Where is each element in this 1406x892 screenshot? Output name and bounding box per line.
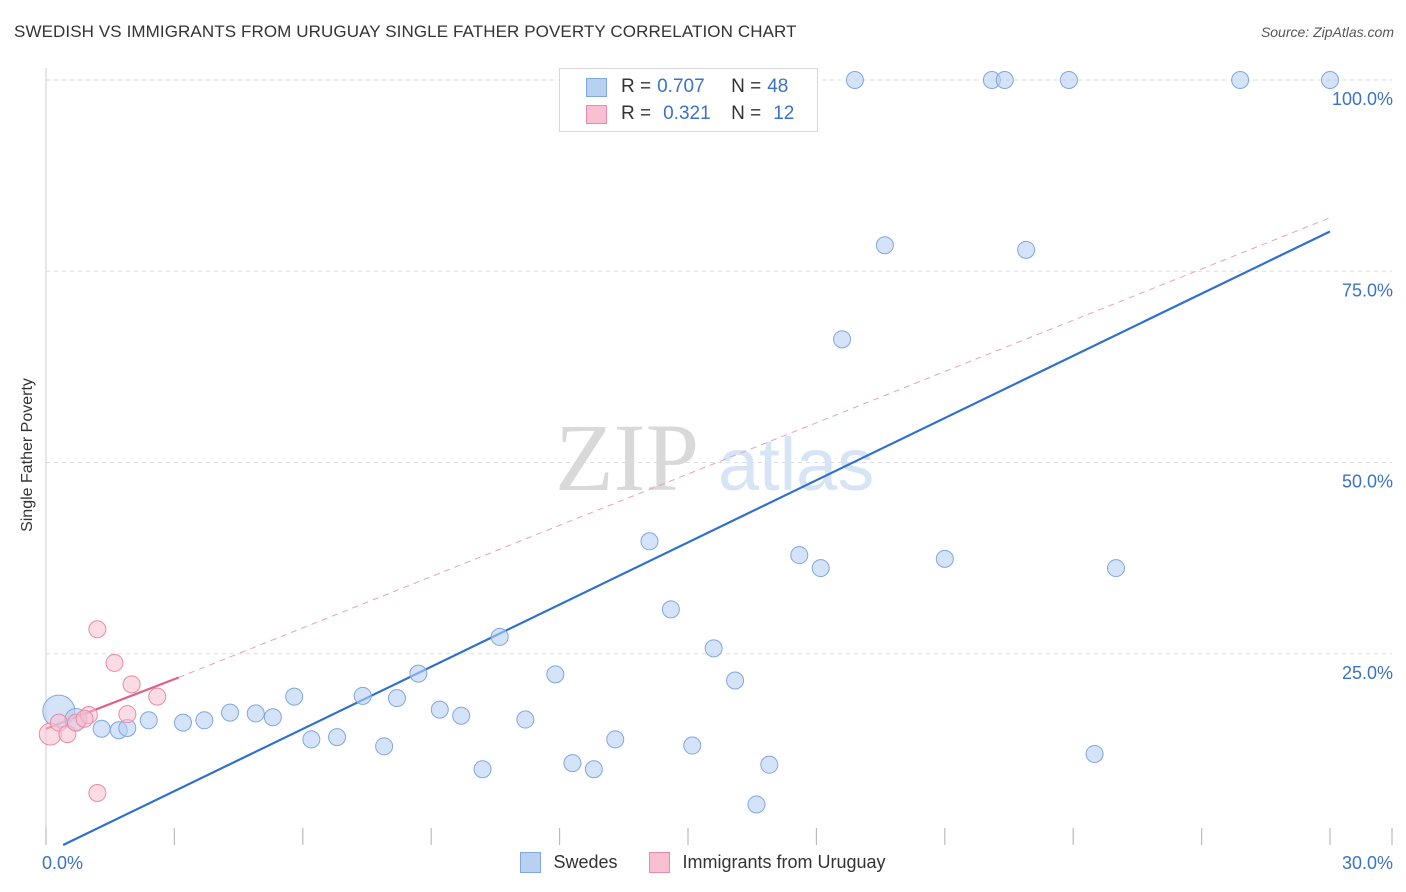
- swedes-point: [606, 730, 625, 749]
- swedes-point: [452, 706, 471, 725]
- legend-swatch-pink: [586, 104, 607, 124]
- stats-legend: R = 0.707 N = 48 R = 0.321 N = 12: [559, 68, 818, 132]
- swedes-point: [1085, 744, 1104, 763]
- swedes-point: [246, 704, 265, 723]
- legend-item-uruguay: Immigrants from Uruguay: [649, 852, 886, 873]
- x-tick-label: 0.0%: [42, 853, 83, 873]
- swedes-point: [473, 760, 492, 779]
- swedes-point: [375, 737, 394, 756]
- legend-r-value: 0.707: [657, 76, 705, 97]
- swedes-point: [92, 719, 111, 738]
- y-tick-label: 50.0%: [1342, 472, 1393, 492]
- legend-item-swedes: Swedes: [520, 852, 617, 873]
- swedes-point: [221, 703, 240, 722]
- series-legend: Swedes Immigrants from Uruguay: [0, 852, 1406, 873]
- uruguay-point: [88, 783, 107, 802]
- swedes-trend-line: [62, 230, 1331, 846]
- legend-swatch-blue: [586, 77, 607, 97]
- axis-layer: 25.0% 50.0% 75.0% 100.0% 0.0% 30.0%: [42, 68, 1393, 873]
- swedes-point: [1017, 240, 1036, 259]
- uruguay-point: [105, 653, 124, 672]
- swedes-point: [173, 713, 192, 732]
- swedes-point: [661, 600, 680, 619]
- swedes-point: [263, 708, 282, 727]
- uruguay-point: [122, 675, 141, 694]
- chart-title: SWEDISH VS IMMIGRANTS FROM URUGUAY SINGL…: [14, 22, 797, 41]
- swedes-point: [811, 559, 830, 578]
- swedes-point: [726, 671, 745, 690]
- legend-row-swedes: R = 0.707 N = 48: [586, 75, 788, 99]
- legend-n-label: N =: [731, 103, 762, 124]
- uruguay-trend-extension: [178, 217, 1331, 678]
- x-tick-label: 30.0%: [1342, 853, 1393, 873]
- swedes-point: [747, 795, 766, 814]
- y-tick-label: 75.0%: [1342, 280, 1393, 300]
- legend-r-label: R =: [621, 103, 652, 124]
- swedes-point: [409, 664, 428, 683]
- legend-label-uruguay: Immigrants from Uruguay: [682, 852, 886, 872]
- uruguay-point: [75, 709, 94, 728]
- y-axis-title: Single Father Poverty: [19, 378, 36, 532]
- grid-layer: [46, 79, 1392, 655]
- swedes-point: [1107, 559, 1125, 578]
- legend-swatch-uruguay: [649, 852, 671, 873]
- swedes-point: [845, 71, 864, 89]
- swedes-point: [935, 549, 954, 568]
- swedes-point: [1231, 71, 1250, 89]
- watermark-zip: ZIP: [555, 404, 699, 511]
- swedes-point: [704, 639, 723, 658]
- uruguay-point: [118, 705, 137, 724]
- swedes-point: [285, 687, 304, 706]
- swedes-point: [683, 736, 702, 755]
- legend-n-label: N =: [731, 76, 762, 97]
- legend-row-uruguay: R = 0.321 N = 12: [586, 102, 794, 126]
- swedes-point: [833, 330, 852, 349]
- swedes-point: [1059, 71, 1078, 89]
- swedes-point: [490, 627, 509, 646]
- y-tick-label: 25.0%: [1342, 663, 1393, 683]
- swedes-point: [516, 710, 535, 729]
- swedes-point: [790, 546, 809, 565]
- swedes-point: [139, 711, 158, 730]
- swedes-point: [302, 730, 321, 749]
- swedes-point: [584, 760, 603, 779]
- swedes-point: [328, 728, 347, 747]
- uruguay-point: [88, 620, 107, 639]
- uruguay-point: [148, 687, 167, 706]
- swedes-point: [875, 236, 894, 255]
- legend-swatch-swedes: [520, 852, 542, 873]
- swedes-point: [640, 532, 659, 551]
- points-layer: [38, 71, 1339, 814]
- swedes-point: [1321, 71, 1339, 89]
- swedes-point: [195, 711, 214, 730]
- watermark: ZIP atlas: [555, 404, 874, 511]
- swedes-point: [760, 755, 779, 774]
- source-label: Source: ZipAtlas.com: [1260, 24, 1394, 40]
- swedes-point: [387, 689, 406, 708]
- legend-n-value: 48: [767, 76, 789, 97]
- swedes-point: [563, 754, 582, 773]
- legend-r-value: 0.321: [663, 103, 711, 124]
- legend-label-swedes: Swedes: [553, 852, 618, 872]
- legend-n-value: 12: [773, 103, 795, 124]
- swedes-point: [546, 665, 565, 684]
- swedes-point: [995, 71, 1014, 89]
- swedes-point: [353, 686, 372, 705]
- legend-r-label: R =: [621, 76, 652, 97]
- y-tick-label: 100.0%: [1332, 89, 1393, 109]
- swedes-point: [430, 700, 449, 719]
